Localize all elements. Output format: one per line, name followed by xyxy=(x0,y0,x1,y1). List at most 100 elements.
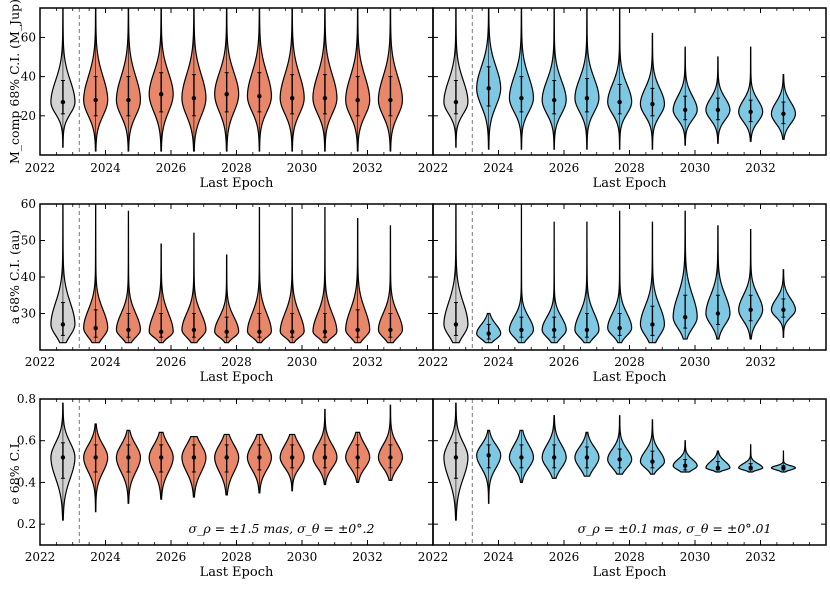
violin-median-eccentricity-left-10 xyxy=(388,455,393,460)
y-axis-label-mass: M_comp 68% C.I. (M_Jup) xyxy=(7,0,22,164)
x-tick-label-mass-left: 2022 xyxy=(25,161,56,175)
violin-median-mass-left-9 xyxy=(355,97,360,103)
x-tick-label-mass-right: 2028 xyxy=(614,161,645,175)
violin-median-mass-left-3 xyxy=(158,92,164,97)
x-tick-label-eccentricity-left: 2030 xyxy=(287,550,318,564)
violin-median-semimajor-left-3 xyxy=(158,329,164,334)
violin-median-semimajor-left-1 xyxy=(93,325,98,331)
x-tick-label-mass-right: 2032 xyxy=(745,161,776,175)
violin-median-semimajor-right-3 xyxy=(551,327,557,333)
violin-median-semimajor-right-6 xyxy=(650,322,655,327)
violin-median-eccentricity-left-5 xyxy=(224,455,229,460)
violin-median-mass-right-2 xyxy=(519,95,524,101)
panel-semimajor-right: 2022 2024 2026 2028 2030 2032 Last Epoch xyxy=(418,203,827,385)
x-tick-label-eccentricity-right: 2032 xyxy=(745,550,776,564)
annotation-left: σ_ρ = ±1.5 mas, σ_θ = ±0°.2 xyxy=(189,521,375,536)
violin-median-semimajor-right-8 xyxy=(715,311,721,316)
violins-eccentricity-left xyxy=(50,402,404,521)
x-tick-label-mass-right: 2026 xyxy=(549,161,580,175)
x-axis-label-semimajor-right: Last Epoch xyxy=(593,370,667,385)
x-tick-label-semimajor-right: 2024 xyxy=(483,355,514,369)
y-tick-label-mass: 20 xyxy=(21,109,36,123)
violin-median-eccentricity-left-8 xyxy=(322,455,328,460)
violin-median-mass-right-9 xyxy=(748,109,753,115)
x-tick-label-mass-left: 2028 xyxy=(221,161,252,175)
violins-mass-right xyxy=(443,8,797,150)
y-tick-label-semimajor: 60 xyxy=(21,197,36,211)
x-tick-label-semimajor-left: 2024 xyxy=(90,355,121,369)
violin-median-mass-left-8 xyxy=(322,95,328,101)
x-tick-label-semimajor-right: 2022 xyxy=(418,355,449,369)
violin-median-mass-left-4 xyxy=(191,95,197,101)
panel-eccentricity-right: 2022 2024 2026 2028 2030 2032 Last Epoch σ_ρ = … xyxy=(418,398,827,580)
x-tick-label-eccentricity-right: 2026 xyxy=(549,550,580,564)
violin-median-mass-right-10 xyxy=(781,111,786,117)
x-tick-label-eccentricity-right: 2028 xyxy=(614,550,645,564)
violin-median-eccentricity-right-6 xyxy=(650,459,655,464)
violin-median-eccentricity-left-2 xyxy=(126,455,131,460)
x-axis-label-mass-left: Last Epoch xyxy=(200,176,274,191)
violin-median-semimajor-left-4 xyxy=(191,327,197,333)
x-tick-label-semimajor-left: 2030 xyxy=(287,355,318,369)
violin-median-mass-right-7 xyxy=(682,107,688,113)
violin-median-eccentricity-right-0 xyxy=(453,455,459,460)
violin-median-mass-right-0 xyxy=(453,99,459,105)
panel-mass-right: 2022 2024 2026 2028 2030 2032 Last Epoch xyxy=(418,7,827,191)
violin-median-mass-left-2 xyxy=(126,97,131,103)
violin-median-mass-right-8 xyxy=(715,107,721,113)
x-axis-label-eccentricity-left: Last Epoch xyxy=(200,565,274,580)
violin-median-semimajor-right-2 xyxy=(519,327,524,333)
violin-median-mass-right-5 xyxy=(617,99,622,105)
violins-eccentricity-right xyxy=(443,402,797,521)
x-tick-label-mass-left: 2032 xyxy=(352,161,383,175)
y-tick-label-eccentricity: 0.4 xyxy=(17,475,36,489)
violin-median-eccentricity-left-3 xyxy=(158,455,164,460)
x-tick-label-mass-right: 2022 xyxy=(418,161,449,175)
violin-median-semimajor-left-8 xyxy=(322,329,328,334)
violin-median-semimajor-right-10 xyxy=(781,307,786,313)
violin-median-eccentricity-right-5 xyxy=(617,457,622,462)
x-tick-label-mass-left: 2024 xyxy=(90,161,121,175)
violin-median-semimajor-left-5 xyxy=(224,329,229,334)
y-tick-label-eccentricity: 0.8 xyxy=(17,392,36,406)
x-tick-label-eccentricity-right: 2030 xyxy=(680,550,711,564)
violin-median-semimajor-left-2 xyxy=(126,327,131,333)
x-axis-label-mass-right: Last Epoch xyxy=(593,176,667,191)
x-tick-label-eccentricity-left: 2028 xyxy=(221,550,252,564)
x-axis-label-eccentricity-right: Last Epoch xyxy=(593,565,667,580)
violin-median-mass-left-6 xyxy=(257,94,262,99)
violin-median-semimajor-right-1 xyxy=(486,331,491,336)
y-tick-label-eccentricity: 0.2 xyxy=(17,517,36,531)
y-tick-label-semimajor: 30 xyxy=(21,307,36,321)
x-tick-label-eccentricity-right: 2024 xyxy=(483,550,514,564)
panel-eccentricity-left: 2022 2024 2026 2028 2030 2032 Last Epoch 0.2 0.4… xyxy=(17,392,434,580)
violin-median-eccentricity-right-4 xyxy=(584,455,590,460)
x-tick-label-semimajor-right: 2032 xyxy=(745,355,776,369)
y-tick-label-semimajor: 50 xyxy=(21,234,36,248)
violin-median-semimajor-left-6 xyxy=(257,329,262,334)
y-axis-label-semimajor: a 68% C.I. (au) xyxy=(7,230,22,324)
violins-mass-left xyxy=(50,8,404,152)
x-tick-label-eccentricity-left: 2022 xyxy=(25,550,56,564)
violin-median-mass-left-5 xyxy=(224,92,229,97)
violin-median-eccentricity-right-1 xyxy=(486,453,491,458)
violin-median-mass-left-10 xyxy=(388,97,393,103)
violin-median-semimajor-left-0 xyxy=(60,322,66,327)
x-tick-label-eccentricity-right: 2022 xyxy=(418,550,449,564)
violin-median-eccentricity-left-9 xyxy=(355,455,360,460)
y-axis-label-eccentricity: e 68% C.I. xyxy=(7,439,22,504)
x-tick-label-semimajor-left: 2028 xyxy=(221,355,252,369)
violins-semimajor-right xyxy=(443,204,797,344)
violin-median-mass-right-1 xyxy=(486,86,491,91)
violin-median-semimajor-right-7 xyxy=(682,314,688,320)
x-axis-label-semimajor-left: Last Epoch xyxy=(200,370,274,385)
violin-median-mass-right-6 xyxy=(650,101,655,107)
violin-median-mass-right-3 xyxy=(551,97,557,103)
violin-median-semimajor-right-0 xyxy=(453,322,459,327)
violin-median-eccentricity-left-0 xyxy=(60,455,66,460)
violin-median-mass-right-4 xyxy=(584,95,590,101)
x-tick-label-eccentricity-left: 2024 xyxy=(90,550,121,564)
violin-median-semimajor-left-9 xyxy=(355,327,360,333)
